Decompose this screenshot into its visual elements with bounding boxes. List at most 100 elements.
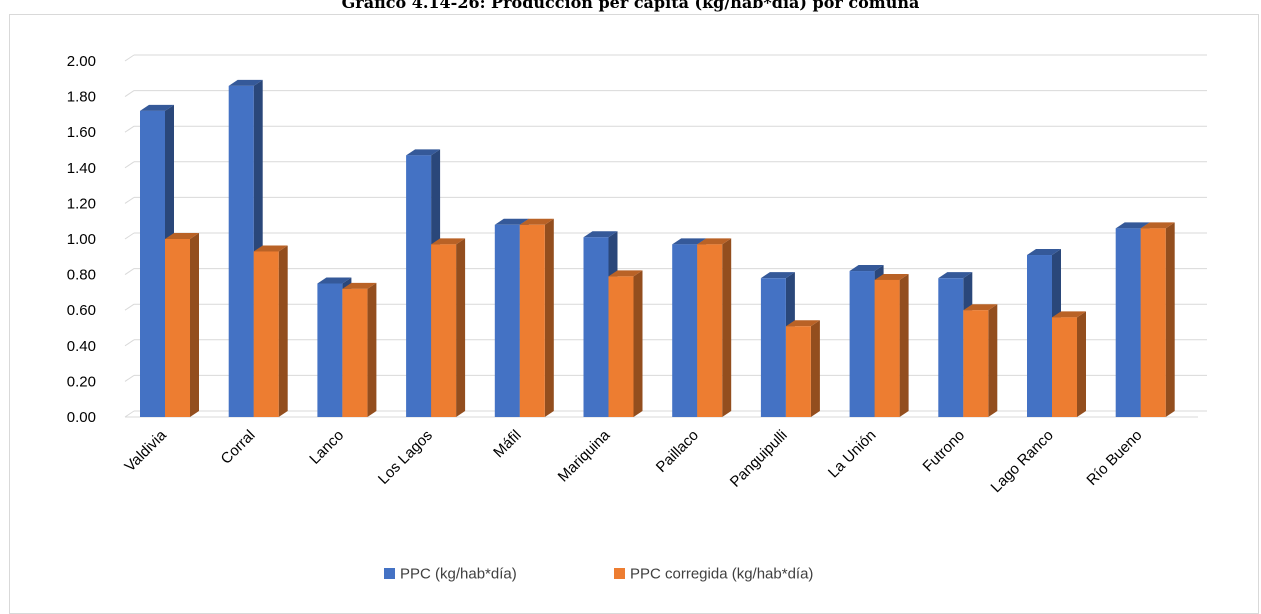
bar-top	[519, 218, 554, 225]
bar-front	[1052, 317, 1077, 417]
bar-front	[228, 85, 254, 418]
bar-top	[342, 282, 377, 289]
bar-front	[140, 110, 165, 417]
bars	[140, 79, 1175, 418]
bar-side	[1077, 311, 1086, 417]
bar-side	[278, 245, 288, 417]
x-tick-label: Lanco	[306, 427, 347, 468]
bar-top	[1140, 222, 1175, 229]
bar-side	[722, 238, 732, 417]
y-tick-label: 0.20	[67, 373, 96, 390]
bar-front	[785, 326, 811, 417]
x-tick-label: La Unión	[825, 427, 879, 481]
bar-top	[583, 231, 618, 238]
bar-front	[519, 224, 545, 417]
bar-front	[1027, 255, 1052, 417]
chart-title: Gráfico 4.14-26: Producción per cápita (…	[341, 0, 920, 12]
bar-top	[697, 238, 732, 245]
y-tick-label: 0.60	[67, 302, 96, 319]
bar	[228, 79, 263, 418]
bar	[963, 304, 998, 417]
x-tick-label: Lago Ranco	[988, 427, 1057, 496]
bar-top	[672, 238, 707, 245]
bar-side	[1165, 222, 1175, 417]
bar	[165, 233, 199, 417]
bar-top	[1052, 311, 1086, 318]
y-tick-label: 0.80	[67, 267, 96, 284]
y-tick-label: 1.60	[67, 124, 96, 141]
bar-front	[406, 155, 432, 417]
bar-front	[963, 310, 989, 417]
bar-front	[697, 244, 723, 417]
bar-front	[849, 271, 875, 417]
legend-entry: PPC corregida (kg/hab*día)	[614, 566, 813, 583]
bar-top	[494, 218, 529, 225]
legend-entry: PPC (kg/hab*día)	[384, 566, 517, 583]
bar-top	[253, 245, 288, 252]
gridline-depth	[124, 90, 135, 98]
bar-front	[1115, 228, 1141, 417]
x-tick-label: Corral	[218, 427, 259, 468]
bar-front	[342, 288, 368, 417]
bar	[1052, 311, 1086, 417]
legend-swatch	[614, 568, 625, 579]
x-tick-label: Futrono	[920, 427, 969, 476]
bar-top	[1115, 222, 1150, 229]
gridline-depth	[124, 410, 135, 418]
bar-side	[190, 233, 199, 417]
y-tick-label: 1.40	[67, 160, 96, 177]
legend-label: PPC corregida (kg/hab*día)	[630, 566, 813, 583]
bar-front	[165, 239, 190, 417]
gridline-depth	[124, 196, 135, 204]
legend: PPC (kg/hab*día) PPC corregida (kg/hab*dí…	[384, 566, 813, 583]
bar-front	[494, 224, 520, 417]
bar-front	[317, 283, 343, 417]
x-tick-label: Máfil	[490, 427, 524, 461]
legend-label: PPC (kg/hab*día)	[400, 566, 517, 583]
gridline-depth	[124, 374, 135, 382]
bar-front	[874, 279, 900, 417]
y-tick-label: 1.20	[67, 195, 96, 212]
bar-top	[431, 238, 466, 245]
y-tick-label: 1.80	[67, 89, 96, 106]
bar-top	[963, 304, 998, 311]
bar-front	[938, 278, 964, 417]
bar	[342, 282, 377, 417]
bar-top	[317, 277, 352, 284]
bar	[1140, 222, 1175, 417]
x-tick-label: Panguipulli	[727, 427, 791, 491]
gridline-depth	[124, 161, 135, 169]
bar-front	[760, 278, 786, 417]
gridline-depth	[124, 54, 135, 62]
bar	[874, 273, 909, 417]
bar-side	[544, 218, 554, 417]
x-axis: Valdivia Corral Lanco Los Lagos Máfil Mariqui…	[121, 426, 1145, 496]
gridline-depth	[124, 303, 135, 311]
bar-front	[1140, 228, 1166, 417]
y-tick-label: 0.00	[67, 409, 96, 426]
bar-top	[406, 149, 441, 156]
bar	[608, 270, 643, 417]
y-tick-label: 2.00	[67, 53, 96, 70]
bar-side	[988, 304, 998, 417]
bar	[785, 320, 820, 417]
bar-front	[253, 251, 279, 417]
x-tick-label: Los Lagos	[375, 427, 436, 488]
bar-top	[938, 272, 973, 279]
bar-side	[367, 282, 377, 417]
x-tick-label: Río Bueno	[1083, 427, 1145, 489]
legend-swatch	[384, 568, 395, 579]
bar-side	[633, 270, 643, 417]
x-tick-label: Mariquina	[555, 426, 614, 485]
gridline-depth	[124, 339, 135, 347]
bar	[519, 218, 554, 417]
bar	[431, 238, 466, 417]
bar-front	[583, 237, 609, 417]
x-tick-label: Valdivia	[121, 426, 170, 475]
bar-top	[874, 273, 909, 280]
bar-side	[810, 320, 820, 417]
gridline-depth	[124, 268, 135, 276]
bar	[253, 245, 288, 417]
bar-top	[849, 265, 884, 272]
bar-front	[672, 244, 698, 417]
